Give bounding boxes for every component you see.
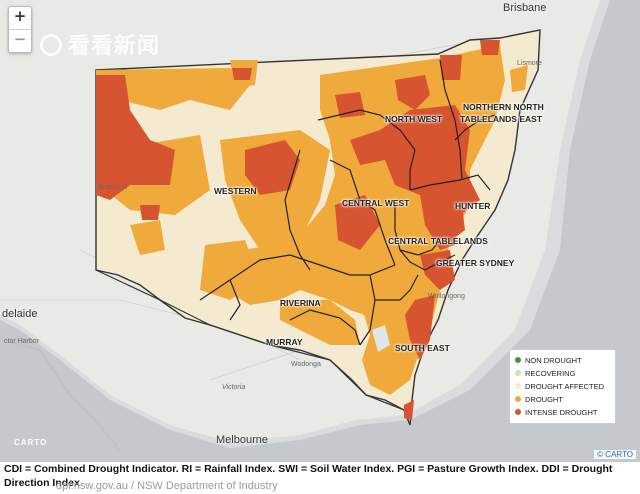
- zoom-out-button[interactable]: −: [9, 29, 31, 52]
- place-brisbane: Brisbane: [503, 2, 547, 14]
- zoom-in-button[interactable]: +: [13, 7, 27, 25]
- region-label-central-tablelands: CENTRAL TABLELANDS: [388, 236, 488, 246]
- legend-item: DROUGHT AFFECTED: [515, 380, 610, 393]
- carto-logo: CARTO: [14, 438, 48, 447]
- legend-swatch-4: [515, 409, 521, 415]
- legend-item: NON DROUGHT: [515, 354, 610, 367]
- region-label-north-west: NORTH WEST: [385, 114, 443, 124]
- region-label-greater-sydney: GREATER SYDNEY: [436, 258, 515, 268]
- place-lismore: Lismore: [517, 60, 542, 67]
- map-legend: NON DROUGHT RECOVERING DROUGHT AFFECTED …: [509, 349, 616, 424]
- legend-item: RECOVERING: [515, 367, 610, 380]
- region-label-riverina: RIVERINA: [280, 298, 321, 308]
- region-label-south-east: SOUTH EAST: [395, 343, 450, 353]
- place-victoria: Victoria: [222, 384, 246, 391]
- region-label-central-west: CENTRAL WEST: [342, 198, 410, 208]
- watermark-text: 看看新闻: [68, 34, 161, 59]
- map-attribution-link[interactable]: © CARTO: [594, 450, 636, 459]
- drought-map[interactable]: + − 看看新闻 Brisbane Lismore Broken H delai…: [0, 0, 640, 462]
- map-caption: CDI = Combined Drought Indicator. RI = R…: [4, 463, 613, 489]
- place-melbourne: Melbourne: [216, 434, 268, 446]
- zoom-control: + −: [8, 6, 32, 53]
- source-credit: dpi.nsw.gov.au / NSW Department of Indus…: [56, 480, 278, 492]
- legend-swatch-1: [515, 370, 521, 376]
- region-label-western: WESTERN: [214, 186, 257, 196]
- region-label-tablelands-east: TABLELANDS EAST: [460, 114, 543, 124]
- place-harbor: ctor Harbor: [4, 338, 40, 345]
- legend-swatch-0: [515, 357, 521, 363]
- place-broken-hill: Broken H: [98, 184, 128, 191]
- place-wollongong: Wollongong: [428, 293, 465, 300]
- region-label-hunter: HUNTER: [455, 201, 491, 211]
- legend-item: INTENSE DROUGHT: [515, 406, 610, 419]
- region-label-northern-north: NORTHERN NORTH: [463, 102, 544, 112]
- watermark: 看看新闻: [40, 28, 160, 60]
- place-wodonga: Wodonga: [291, 361, 321, 368]
- place-adelaide: delaide: [2, 308, 38, 320]
- watermark-logo-icon: [40, 34, 62, 56]
- legend-swatch-3: [515, 396, 521, 402]
- legend-item: DROUGHT: [515, 393, 610, 406]
- map-canvas: [0, 0, 640, 462]
- region-label-murray: MURRAY: [266, 337, 303, 347]
- legend-swatch-2: [515, 383, 521, 389]
